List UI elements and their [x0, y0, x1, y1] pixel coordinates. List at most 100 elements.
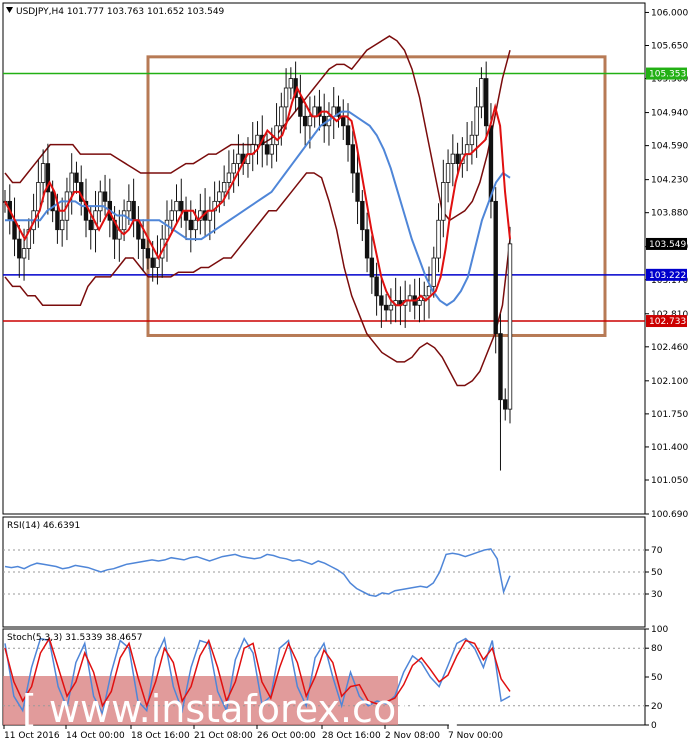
candle-body [355, 172, 360, 202]
stoch-series [3, 636, 645, 716]
stoch-y-axis: 100 80 50 20 0 [645, 625, 668, 731]
candle-body [279, 106, 284, 127]
price-tick-label: 105.300 [651, 75, 688, 85]
price-tick-label: 102.100 [651, 377, 688, 387]
candle-body [455, 153, 460, 164]
price-label-text: 103.549 [649, 240, 686, 250]
price-label-text: 105.353 [649, 70, 686, 80]
price-label-box [646, 237, 687, 250]
candle-body [36, 182, 41, 212]
price-tick-label: 104.940 [651, 109, 688, 119]
consolidation-box [146, 55, 607, 337]
candle-body [283, 87, 289, 108]
rsi-y-axis: 70 50 30 [645, 546, 663, 600]
stoch-tick-label: 80 [651, 644, 663, 654]
price-panel: 106.000 105.650 105.300 104.940 104.590 104.2… [2, 2, 688, 520]
stoch-tick-label: 100 [651, 625, 668, 635]
candle-body [221, 182, 227, 193]
price-tick-label: 105.650 [651, 42, 688, 52]
rsi-tick-label: 70 [651, 546, 663, 556]
stoch-signal-line [4, 636, 511, 709]
candle-body [426, 285, 432, 297]
candle-body [264, 144, 270, 155]
candle-body [174, 200, 179, 212]
rsi-line [4, 548, 511, 597]
header-triangle-icon [6, 7, 13, 13]
candle-body [379, 295, 384, 306]
rsi-series [3, 548, 645, 597]
candle-body [298, 97, 303, 117]
candle-body [59, 219, 65, 231]
price-tick-label: 101.400 [651, 443, 688, 453]
candle-body [102, 191, 108, 202]
candle-body [217, 191, 222, 202]
stoch-tick-label: 0 [651, 721, 657, 731]
price-label-text: 103.222 [649, 271, 686, 281]
stoch-tick-label: 20 [651, 702, 663, 712]
candle-body [88, 219, 93, 231]
rsi-title: RSI(14) 46.6391 [7, 521, 80, 531]
candle-body [431, 257, 436, 287]
candle-body [345, 125, 351, 146]
price-panel-frame [2, 2, 646, 515]
candle-body [55, 210, 60, 231]
stoch-main-line [4, 636, 511, 716]
candle-body [307, 115, 313, 127]
candle-body [183, 210, 189, 221]
x-tick-label: 2 Nov 08:00 [385, 731, 440, 741]
price-tick-label: 102.810 [651, 310, 688, 320]
candle-body [474, 106, 479, 136]
candle-body [131, 200, 136, 221]
candle-body [369, 257, 375, 278]
candle-body [507, 243, 513, 410]
rsi-tick-label: 30 [651, 590, 663, 600]
candle-body [212, 200, 217, 212]
candle-body [188, 219, 194, 231]
price-label-box [646, 268, 687, 281]
candle-body [350, 144, 355, 174]
price-labels: 105.353 103.549 103.222 102.733 [646, 67, 687, 328]
price-label-box [646, 315, 687, 328]
candle-body [302, 115, 308, 127]
candle-body [17, 238, 22, 259]
stoch-title: Stoch(5,3,3) 31.5339 38.4657 [7, 633, 142, 643]
candle-body [164, 219, 170, 240]
price-tick-label: 102.460 [651, 343, 688, 353]
bollinger-lower [4, 172, 511, 387]
candle-body [169, 210, 174, 221]
candle-body [45, 163, 51, 193]
candle-body [269, 144, 274, 155]
price-tick-label: 101.050 [651, 476, 688, 486]
price-y-axis: 106.000 105.650 105.300 104.940 104.590 104.2… [645, 8, 688, 520]
candle-body [493, 200, 498, 334]
candle-body [69, 172, 74, 193]
x-tick-label: 18 Oct 16:00 [131, 731, 190, 741]
candle-body [255, 134, 260, 146]
rsi-tick-label: 50 [651, 568, 663, 578]
candle-body [98, 191, 103, 212]
candle-body [40, 163, 46, 183]
x-tick-label: 7 Nov 00:00 [448, 731, 503, 741]
candle-body [312, 106, 317, 117]
price-label-box [646, 67, 687, 80]
candle-body [464, 144, 470, 155]
candle-body [226, 172, 232, 183]
candle-body [417, 300, 422, 306]
chart-header: USDJPY,H4 101.777 103.763 101.652 103.54… [16, 7, 225, 17]
candle-body [288, 78, 294, 89]
candle-body [74, 172, 79, 183]
x-tick-label: 11 Oct 2016 [4, 731, 60, 741]
horizontal-lines [3, 72, 645, 322]
candle-body [83, 200, 89, 221]
time-x-axis: 11 Oct 2016 14 Oct 00:00 18 Oct 16:00 21 Oc… [3, 725, 503, 741]
candle-body [274, 125, 279, 146]
candle-body [231, 163, 236, 174]
candle-body [50, 191, 55, 212]
candle-body [445, 163, 451, 183]
candle-body [450, 153, 456, 164]
price-tick-label: 103.880 [651, 209, 688, 219]
stoch-tick-label: 50 [651, 673, 663, 683]
x-tick-label: 28 Oct 16:00 [322, 731, 381, 741]
